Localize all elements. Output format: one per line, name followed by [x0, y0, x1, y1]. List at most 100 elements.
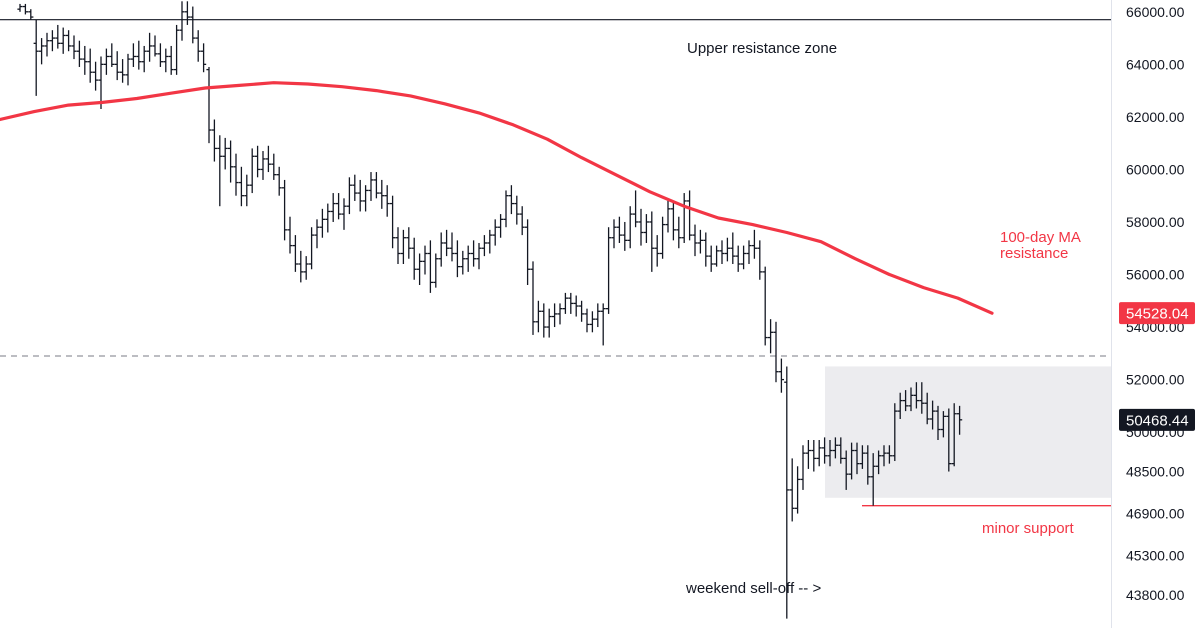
- y-tick-label: 45300.00: [1126, 548, 1185, 564]
- ohlc-bar: [503, 190, 509, 228]
- ohlc-bar: [838, 437, 844, 464]
- ohlc-bar: [778, 358, 784, 393]
- ohlc-bar: [649, 211, 655, 272]
- ohlc-bar: [465, 245, 471, 272]
- ohlc-bar: [946, 408, 952, 472]
- ohlc-bar: [552, 303, 558, 328]
- ohlc-bar: [120, 59, 126, 83]
- ohlc-bar: [411, 237, 417, 280]
- ohlc-bar: [444, 229, 450, 257]
- y-tick-label: 66000.00: [1126, 4, 1185, 20]
- ohlc-bar: [546, 308, 552, 338]
- ohlc-bar: [233, 153, 239, 196]
- ohlc-bar: [157, 43, 163, 67]
- ohlc-bar: [530, 261, 536, 335]
- ma-label-line1: 100-day MA: [1000, 229, 1081, 246]
- ohlc-bar: [109, 43, 115, 67]
- price-badge-label: 50468.44: [1126, 412, 1189, 429]
- ohlc-bar: [703, 232, 709, 267]
- ohlc-bar: [719, 240, 725, 264]
- ohlc-bar: [449, 232, 455, 262]
- y-tick-label: 43800.00: [1126, 587, 1185, 603]
- ohlc-bar: [114, 51, 120, 81]
- ohlc-bar: [244, 174, 250, 207]
- ohlc-bar: [746, 240, 752, 264]
- ohlc-bar: [892, 403, 898, 462]
- ohlc-bar: [125, 53, 131, 86]
- price-badge-label: 54528.04: [1126, 306, 1189, 323]
- ohlc-bar: [55, 24, 61, 49]
- ohlc-bar: [454, 240, 460, 278]
- ohlc-bar: [336, 193, 342, 220]
- ohlc-bar: [676, 216, 682, 249]
- ohlc-bar: [228, 140, 234, 183]
- ohlc-bar: [276, 166, 282, 196]
- ohlc-bar: [692, 224, 698, 257]
- ohlc-bar: [579, 300, 585, 322]
- ohlc-bar: [681, 193, 687, 243]
- ohlc-bar: [935, 405, 941, 441]
- ohlc-bar: [433, 253, 439, 288]
- ohlc-bar: [751, 229, 757, 259]
- ohlc-bar: [784, 366, 790, 619]
- ohlc-bar: [789, 458, 795, 522]
- ohlc-bar: [352, 174, 358, 201]
- ohlc-bar: [616, 216, 622, 243]
- price-badge-box: [1119, 408, 1195, 431]
- y-tick-label: 64000.00: [1126, 56, 1185, 72]
- minor-support-label: minor support: [982, 520, 1075, 537]
- ohlc-bar: [811, 440, 817, 472]
- ohlc-bar: [940, 411, 946, 438]
- ohlc-bar: [957, 405, 963, 435]
- ohlc-bar: [724, 237, 730, 262]
- ohlc-bar: [390, 195, 396, 249]
- ohlc-bar: [363, 185, 369, 212]
- ohlc-bar: [168, 45, 174, 75]
- ohlc-bar: [562, 292, 568, 314]
- ohlc-bar: [265, 145, 271, 173]
- ohlc-bar: [82, 45, 88, 75]
- ohlc-bar: [292, 235, 298, 272]
- ohlc-bar: [303, 256, 309, 280]
- ohlc-bar: [195, 30, 201, 62]
- ohlc-bar: [325, 203, 331, 233]
- ohlc-bar: [903, 390, 909, 412]
- ohlc-bar: [136, 40, 142, 70]
- ohlc-bar: [638, 208, 644, 246]
- ohlc-bar: [476, 242, 482, 270]
- ohlc-bar: [287, 216, 293, 254]
- ohlc-bar: [741, 245, 747, 270]
- ohlc-bar: [379, 179, 385, 209]
- ohlc-bar: [260, 151, 266, 180]
- ohlc-bar: [660, 216, 666, 259]
- ohlc-bar: [876, 450, 882, 475]
- ohlc-bar: [163, 48, 169, 73]
- ohlc-bar: [865, 445, 871, 485]
- ohlc-bar: [28, 9, 34, 20]
- ohlc-bar: [373, 172, 379, 199]
- ohlc-bar: [930, 400, 936, 430]
- ohlc-bar: [44, 32, 50, 57]
- ohlc-bar: [654, 235, 660, 267]
- ohlc-bar: [708, 245, 714, 272]
- y-tick-label: 58000.00: [1126, 214, 1185, 230]
- ohlc-bar: [384, 185, 390, 217]
- ohlc-bar: [730, 232, 736, 264]
- y-tick-label: 62000.00: [1126, 109, 1185, 125]
- ohlc-bar: [357, 179, 363, 212]
- ohlc-bar: [595, 303, 601, 328]
- ohlc-bar: [422, 245, 428, 275]
- upper-resistance-label: Upper resistance zone: [687, 40, 837, 57]
- ohlc-bar: [897, 392, 903, 419]
- ohlc-bar: [665, 198, 671, 233]
- ohlc-bar: [33, 19, 39, 96]
- ohlc-bar: [346, 177, 352, 215]
- ohlc-bar: [282, 179, 288, 241]
- ohlc-bar: [762, 266, 768, 346]
- ohlc-bar: [319, 208, 325, 238]
- ohlc-bar: [498, 214, 504, 238]
- ohlc-bar: [39, 38, 45, 65]
- ma-100-line: [0, 81, 994, 315]
- ohlc-bar: [298, 250, 304, 283]
- ohlc-bar: [908, 387, 914, 412]
